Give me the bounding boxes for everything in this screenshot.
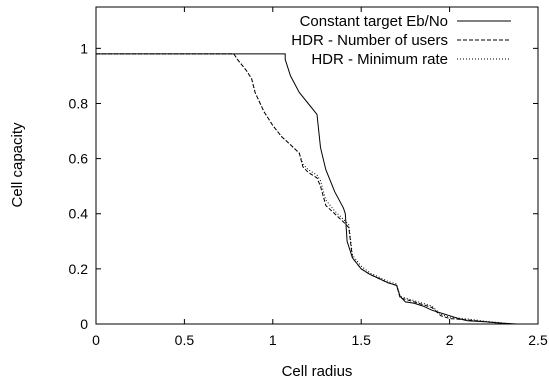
x-tick-label: 1.5 (351, 332, 371, 348)
legend-label-3: HDR - Minimum rate (311, 51, 448, 68)
series-line-3 (96, 53, 512, 325)
y-tick-label: 0.2 (69, 261, 89, 277)
x-tick-label: 0.5 (175, 332, 195, 348)
y-tick-label: 0.4 (69, 206, 89, 222)
legend-label-1: Constant target Eb/No (300, 13, 448, 30)
x-tick-label: 0 (92, 332, 100, 348)
series-line-1 (96, 53, 517, 325)
series-line-2 (96, 53, 512, 325)
legend-label-2: HDR - Number of users (291, 32, 448, 49)
series-layer (96, 53, 517, 325)
x-tick-label: 1 (269, 332, 277, 348)
axis-ticks: 0 0.5 1 1.5 2 2.5 0 0.2 0.4 0.6 0.8 1 (69, 7, 548, 348)
x-tick-label: 2 (446, 332, 454, 348)
x-tick-label: 2.5 (528, 332, 548, 348)
x-axis-label: Cell radius (282, 363, 353, 380)
y-tick-label: 1 (80, 40, 88, 56)
plot-frame (95, 6, 539, 325)
y-tick-label: 0.6 (69, 151, 89, 167)
y-axis-label: Cell capacity (9, 122, 26, 208)
y-tick-label: 0 (80, 316, 88, 332)
y-tick-label: 0.8 (69, 95, 89, 111)
legend: Constant target Eb/No HDR - Number of use… (291, 13, 511, 68)
